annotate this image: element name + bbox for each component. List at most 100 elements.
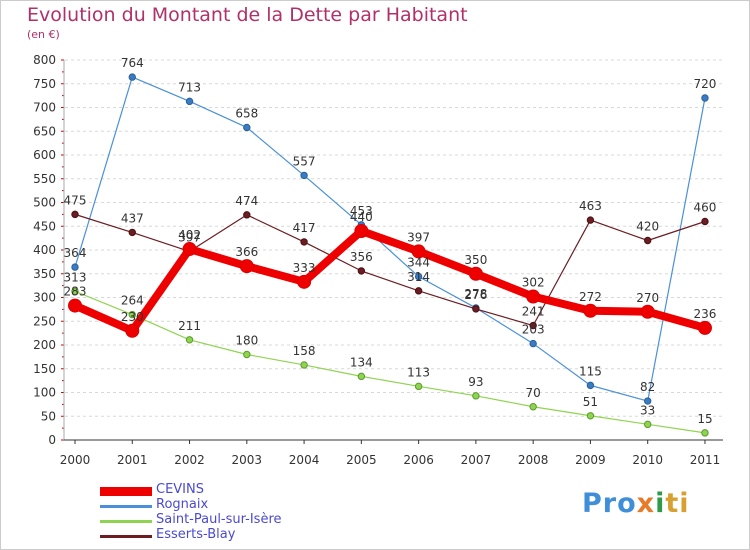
- data-point-esserts-blay: [472, 305, 480, 313]
- data-label-rognaix: 278: [464, 287, 487, 301]
- data-point-rognaix: [701, 94, 709, 102]
- proxiti-logo: Proxiti: [582, 488, 690, 519]
- data-label-saint-paul-sur-isere: 313: [64, 270, 87, 284]
- data-label-saint-paul-sur-isere: 33: [640, 403, 655, 417]
- y-tick-label: 550: [33, 172, 56, 186]
- y-tick-label: 100: [33, 386, 56, 400]
- y-tick-label: 650: [33, 124, 56, 138]
- data-label-rognaix: 764: [121, 56, 144, 70]
- data-label-esserts-blay: 314: [407, 270, 430, 284]
- axes: 0 50 100 150 200 250 300 350 400 450 500 550 600 650 7…: [33, 53, 723, 467]
- y-tick-label: 300: [33, 291, 56, 305]
- data-label-saint-paul-sur-isere: 180: [235, 334, 258, 348]
- series-line-esserts-blay: [74, 213, 706, 327]
- data-point-esserts-blay: [644, 236, 652, 245]
- data-point-rognaix: [644, 397, 652, 405]
- data-label-cevins: 366: [235, 245, 258, 259]
- data-point-saint-paul-sur-isere: [300, 361, 308, 369]
- data-label-esserts-blay: 397: [178, 230, 201, 244]
- data-point-cevins: [125, 323, 140, 338]
- data-point-cevins: [526, 289, 541, 304]
- x-tick-label: 2004: [289, 453, 320, 467]
- data-label-rognaix: 453: [350, 204, 373, 218]
- data-label-cevins: 333: [293, 261, 316, 275]
- x-tick-label: 2011: [690, 453, 721, 467]
- y-tick-label: 400: [33, 243, 56, 257]
- data-point-esserts-blay: [414, 287, 423, 295]
- chart-title: Evolution du Montant de la Dette par Hab…: [27, 4, 468, 26]
- data-label-saint-paul-sur-isere: 70: [526, 386, 541, 400]
- data-point-esserts-blay: [71, 210, 79, 219]
- data-point-rognaix: [71, 263, 79, 271]
- data-label-esserts-blay: 356: [350, 250, 373, 264]
- data-point-saint-paul-sur-isere: [472, 392, 480, 400]
- data-label-cevins: 440: [350, 210, 373, 224]
- data-label-cevins: 302: [522, 276, 545, 290]
- legend-label-rognaix: Rognaix: [156, 497, 209, 512]
- data-point-rognaix: [586, 381, 595, 390]
- data-point-cevins: [239, 259, 254, 274]
- x-tick-label: 2000: [60, 453, 91, 467]
- y-tick-label: 450: [33, 219, 56, 233]
- data-point-cevins: [640, 304, 655, 319]
- series-line-cevins: [71, 227, 709, 335]
- data-point-saint-paul-sur-isere: [701, 429, 709, 437]
- data-point-rognaix: [243, 123, 251, 132]
- data-point-esserts-blay: [357, 267, 366, 275]
- y-tick-label: 750: [33, 77, 56, 91]
- data-label-saint-paul-sur-isere: 211: [178, 319, 201, 333]
- data-label-cevins: 283: [64, 285, 87, 299]
- data-point-saint-paul-sur-isere: [414, 382, 423, 391]
- x-tick-label: 2005: [346, 453, 377, 467]
- data-label-rognaix: 658: [235, 106, 258, 120]
- data-point-cevins: [68, 298, 82, 313]
- data-label-rognaix: 203: [522, 323, 545, 337]
- data-point-saint-paul-sur-isere: [128, 310, 136, 319]
- data-label-rognaix: 344: [407, 256, 430, 270]
- legend-label-cevins: CEVINS: [156, 482, 204, 497]
- x-tick-label: 2006: [403, 453, 434, 467]
- y-tick-label: 350: [33, 267, 56, 281]
- x-tick-label: 2008: [518, 453, 549, 467]
- data-label-cevins: 397: [407, 230, 430, 244]
- y-tick-label: 600: [33, 148, 56, 162]
- data-point-saint-paul-sur-isere: [71, 287, 79, 296]
- data-label-saint-paul-sur-isere: 51: [583, 395, 598, 409]
- grid-lines: [65, 59, 723, 417]
- data-point-esserts-blay: [128, 228, 136, 237]
- x-tick-label: 2001: [117, 453, 148, 467]
- data-label-cevins: 272: [579, 290, 602, 304]
- data-point-cevins: [411, 244, 426, 259]
- data-label-rognaix: 82: [640, 380, 655, 394]
- data-label-esserts-blay: 460: [694, 201, 717, 215]
- data-label-esserts-blay: 417: [293, 221, 316, 235]
- data-label-esserts-blay: 420: [636, 220, 659, 234]
- data-label-saint-paul-sur-isere: 134: [350, 355, 373, 369]
- data-label-cevins: 402: [178, 228, 201, 242]
- data-label-esserts-blay: 474: [235, 194, 258, 208]
- data-label-esserts-blay: 276: [464, 288, 487, 302]
- data-label-esserts-blay: 475: [64, 193, 87, 207]
- data-label-saint-paul-sur-isere: 113: [407, 365, 430, 379]
- data-point-saint-paul-sur-isere: [586, 412, 595, 420]
- data-point-esserts-blay: [243, 211, 251, 219]
- y-tick-label: 0: [48, 433, 56, 447]
- y-tick-label: 200: [33, 338, 56, 352]
- y-tick-label: 50: [41, 409, 56, 423]
- data-point-rognaix: [128, 73, 136, 81]
- series-line-rognaix: [74, 76, 706, 402]
- data-label-rognaix: 713: [178, 80, 201, 94]
- legend-label-saint-paul: Saint-Paul-sur-Isère: [156, 512, 282, 527]
- data-point-rognaix: [185, 97, 194, 106]
- data-label-rognaix: 557: [293, 154, 316, 168]
- data-point-saint-paul-sur-isere: [243, 350, 251, 359]
- y-tick-label: 700: [33, 101, 56, 115]
- y-tick-label: 500: [33, 196, 56, 210]
- y-tick-label: 150: [33, 362, 56, 376]
- series-line-saint-paul-sur-isere: [74, 290, 706, 434]
- data-label-cevins: 350: [464, 253, 487, 267]
- data-point-saint-paul-sur-isere: [185, 336, 194, 344]
- x-tick-label: 2009: [575, 453, 606, 467]
- x-tick-label: 2002: [174, 453, 205, 467]
